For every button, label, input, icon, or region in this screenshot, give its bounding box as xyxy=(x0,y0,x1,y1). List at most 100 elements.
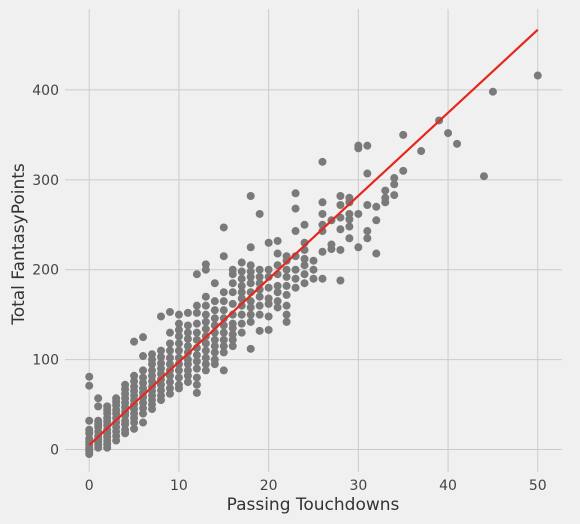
data-point xyxy=(219,335,228,344)
data-point xyxy=(210,314,219,323)
data-point xyxy=(192,319,201,328)
data-point xyxy=(192,373,201,382)
data-point xyxy=(354,141,363,150)
data-point xyxy=(210,355,219,364)
data-point xyxy=(372,216,381,225)
data-point xyxy=(300,279,309,288)
data-point xyxy=(354,209,363,218)
data-point xyxy=(165,384,174,393)
data-point xyxy=(318,157,327,166)
data-point xyxy=(246,297,255,306)
data-point xyxy=(345,222,354,231)
data-point xyxy=(228,330,237,339)
x-tick-label: 10 xyxy=(170,478,188,494)
data-point xyxy=(363,169,372,178)
data-point xyxy=(372,249,381,258)
data-point xyxy=(228,265,237,274)
data-point xyxy=(336,225,345,234)
data-point xyxy=(363,234,372,243)
data-point xyxy=(148,366,157,375)
x-tick-label: 20 xyxy=(260,478,278,494)
data-point xyxy=(291,189,300,198)
data-point xyxy=(228,299,237,308)
data-point xyxy=(237,328,246,337)
data-point xyxy=(309,274,318,283)
data-point xyxy=(273,288,282,297)
data-point xyxy=(273,281,282,290)
data-point xyxy=(183,378,192,387)
data-point xyxy=(165,378,174,387)
data-point xyxy=(237,267,246,276)
data-point xyxy=(228,319,237,328)
regression-line xyxy=(88,28,539,446)
data-point xyxy=(174,373,183,382)
data-point xyxy=(264,312,273,321)
data-point xyxy=(318,227,327,236)
data-point xyxy=(139,352,148,361)
data-point xyxy=(264,325,273,334)
data-point xyxy=(183,321,192,330)
data-point xyxy=(255,292,264,301)
data-point xyxy=(165,307,174,316)
data-point xyxy=(183,334,192,343)
data-point xyxy=(255,310,264,319)
data-point xyxy=(174,366,183,375)
data-point xyxy=(291,227,300,236)
data-point xyxy=(282,310,291,319)
data-point xyxy=(183,328,192,337)
data-point xyxy=(363,200,372,209)
data-point xyxy=(255,285,264,294)
data-point xyxy=(183,366,192,375)
data-point xyxy=(237,274,246,283)
data-point xyxy=(246,317,255,326)
data-point xyxy=(345,193,354,202)
data-point xyxy=(291,252,300,261)
data-point xyxy=(192,270,201,279)
data-point xyxy=(336,276,345,285)
data-point xyxy=(390,191,399,200)
data-point xyxy=(327,240,336,249)
data-point xyxy=(381,186,390,195)
data-point xyxy=(282,265,291,274)
data-point xyxy=(381,193,390,202)
fit-line-layer xyxy=(88,28,539,446)
data-point xyxy=(192,388,201,397)
data-point xyxy=(192,328,201,337)
data-point xyxy=(139,418,148,427)
data-point xyxy=(237,319,246,328)
data-point xyxy=(336,191,345,200)
x-axis-label: Passing Touchdowns xyxy=(227,495,400,515)
data-point xyxy=(479,172,488,181)
y-tick-label: 300 xyxy=(32,173,59,189)
data-point xyxy=(112,394,121,403)
data-point xyxy=(345,234,354,243)
data-point xyxy=(390,174,399,183)
data-point xyxy=(156,312,165,321)
data-point xyxy=(255,265,264,274)
data-point xyxy=(85,372,94,381)
data-point xyxy=(201,325,210,334)
x-tick-label: 30 xyxy=(349,478,367,494)
data-point xyxy=(192,357,201,366)
data-point xyxy=(453,139,462,148)
data-point xyxy=(246,267,255,276)
data-point xyxy=(282,290,291,299)
data-point xyxy=(354,243,363,252)
data-point xyxy=(201,360,210,369)
data-point xyxy=(345,209,354,218)
data-point xyxy=(174,346,183,355)
data-point xyxy=(165,360,174,369)
data-point xyxy=(201,353,210,362)
data-point xyxy=(148,350,157,359)
data-point xyxy=(237,258,246,267)
data-point xyxy=(246,191,255,200)
data-point xyxy=(399,130,408,139)
data-point xyxy=(201,366,210,375)
data-point xyxy=(318,209,327,218)
data-point xyxy=(192,364,201,373)
data-point xyxy=(291,283,300,292)
data-point xyxy=(139,366,148,375)
data-point xyxy=(156,346,165,355)
data-point xyxy=(282,252,291,261)
